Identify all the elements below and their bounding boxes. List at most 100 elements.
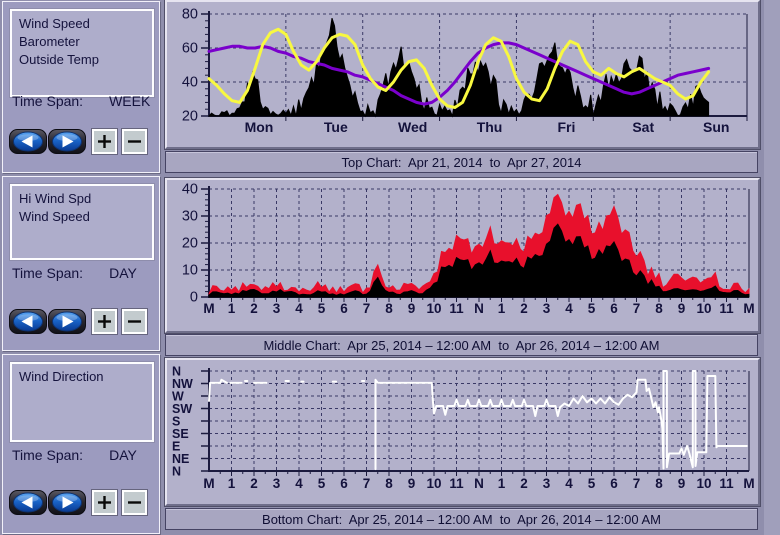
plot-series-list-top[interactable]: Wind Speed Barometer Outside Temp bbox=[10, 9, 154, 97]
svg-text:20: 20 bbox=[182, 236, 198, 252]
svg-text:M: M bbox=[203, 301, 214, 316]
svg-text:0: 0 bbox=[190, 290, 198, 306]
svg-text:9: 9 bbox=[678, 476, 686, 491]
plot-series-list-bottom[interactable]: Wind Direction bbox=[10, 362, 154, 442]
svg-text:Sun: Sun bbox=[703, 119, 729, 135]
svg-text:Mon: Mon bbox=[245, 119, 274, 135]
svg-text:M: M bbox=[203, 476, 214, 491]
forward-button[interactable] bbox=[48, 309, 86, 334]
svg-text:9: 9 bbox=[408, 476, 416, 491]
series-list-item[interactable]: Barometer bbox=[19, 34, 80, 49]
back-button[interactable] bbox=[9, 309, 47, 334]
time-span-row: Time Span: DAY bbox=[12, 447, 137, 463]
sidebar-section-middle: Hi Wind Spd Wind Speed Time Span: DAY bbox=[2, 176, 160, 351]
zoom-out-button[interactable] bbox=[121, 308, 148, 335]
bottom-chart-caption-text: Bottom Chart: Apr 25, 2014 – 12:00 AM to… bbox=[262, 511, 661, 527]
svg-text:8: 8 bbox=[655, 476, 663, 491]
svg-text:3: 3 bbox=[543, 476, 551, 491]
svg-text:NW: NW bbox=[172, 377, 193, 391]
plus-icon bbox=[98, 496, 111, 509]
svg-text:10: 10 bbox=[426, 476, 441, 491]
nav-button-row bbox=[9, 128, 148, 155]
svg-text:Sat: Sat bbox=[632, 119, 654, 135]
top-chart-plot[interactable]: 20 40 60 80 Mon Tue Wed Thu Fri Sat Sun bbox=[167, 2, 754, 143]
svg-text:6: 6 bbox=[340, 476, 348, 491]
svg-text:8: 8 bbox=[385, 301, 393, 316]
svg-text:NE: NE bbox=[172, 452, 189, 466]
svg-text:9: 9 bbox=[678, 301, 686, 316]
svg-text:4: 4 bbox=[295, 301, 303, 316]
zoom-in-button[interactable] bbox=[91, 489, 118, 516]
svg-text:3: 3 bbox=[273, 301, 281, 316]
forward-button[interactable] bbox=[48, 129, 86, 154]
minus-icon bbox=[128, 320, 141, 323]
time-span-label: Time Span: bbox=[12, 265, 84, 281]
series-list-item[interactable]: Outside Temp bbox=[19, 52, 99, 67]
zoom-out-button[interactable] bbox=[121, 489, 148, 516]
svg-text:1: 1 bbox=[498, 301, 506, 316]
svg-text:7: 7 bbox=[633, 476, 641, 491]
time-span-label: Time Span: bbox=[12, 447, 84, 463]
back-arrow-icon bbox=[9, 129, 47, 154]
zoom-out-button[interactable] bbox=[121, 128, 148, 155]
svg-text:E: E bbox=[172, 440, 180, 454]
svg-text:8: 8 bbox=[655, 301, 663, 316]
svg-text:4: 4 bbox=[295, 476, 303, 491]
svg-text:10: 10 bbox=[696, 301, 711, 316]
time-span-label: Time Span: bbox=[12, 93, 84, 109]
back-button[interactable] bbox=[9, 129, 47, 154]
svg-text:80: 80 bbox=[182, 7, 198, 23]
svg-text:Wed: Wed bbox=[398, 119, 427, 135]
bottom-chart-caption: Bottom Chart: Apr 25, 2014 – 12:00 AM to… bbox=[165, 508, 758, 530]
forward-button[interactable] bbox=[48, 490, 86, 515]
svg-text:5: 5 bbox=[318, 476, 326, 491]
zoom-in-button[interactable] bbox=[91, 308, 118, 335]
top-chart-caption-text: Top Chart: Apr 21, 2014 to Apr 27, 2014 bbox=[341, 154, 582, 170]
svg-text:8: 8 bbox=[385, 476, 393, 491]
forward-arrow-icon bbox=[48, 129, 86, 154]
svg-text:7: 7 bbox=[633, 301, 641, 316]
svg-text:N: N bbox=[172, 465, 181, 479]
svg-text:1: 1 bbox=[228, 301, 236, 316]
time-span-value: DAY bbox=[109, 447, 137, 463]
bottom-chart-panel: N NW W SW S SE E NE N M 1 2 3 4 5 6 7 8 9 10 11 N 1 2 3 4 5 6 7 8 9 10 1… bbox=[164, 357, 761, 507]
middle-chart-caption-text: Middle Chart: Apr 25, 2014 – 12:00 AM to… bbox=[263, 337, 660, 353]
svg-text:60: 60 bbox=[182, 41, 198, 57]
svg-text:1: 1 bbox=[228, 476, 236, 491]
svg-text:Thu: Thu bbox=[477, 119, 503, 135]
svg-text:2: 2 bbox=[250, 301, 258, 316]
svg-text:40: 40 bbox=[182, 182, 198, 198]
svg-text:6: 6 bbox=[340, 301, 348, 316]
back-button[interactable] bbox=[9, 490, 47, 515]
svg-text:11: 11 bbox=[719, 476, 734, 491]
series-list-item[interactable]: Hi Wind Spd bbox=[19, 191, 92, 206]
top-chart-panel: 20 40 60 80 Mon Tue Wed Thu Fri Sat Sun bbox=[164, 0, 761, 150]
svg-text:10: 10 bbox=[182, 263, 198, 279]
time-span-value: DAY bbox=[109, 265, 137, 281]
svg-text:S: S bbox=[172, 415, 180, 429]
svg-text:W: W bbox=[172, 390, 184, 404]
nav-button-row bbox=[9, 308, 148, 335]
svg-text:5: 5 bbox=[588, 476, 596, 491]
svg-text:3: 3 bbox=[543, 301, 551, 316]
plot-series-list-middle[interactable]: Hi Wind Spd Wind Speed bbox=[10, 184, 154, 260]
svg-text:7: 7 bbox=[363, 301, 371, 316]
svg-text:10: 10 bbox=[696, 476, 711, 491]
svg-text:11: 11 bbox=[719, 301, 734, 316]
back-arrow-icon bbox=[9, 490, 47, 515]
sidebar-section-top: Wind Speed Barometer Outside Temp Time Spa… bbox=[2, 1, 160, 173]
back-arrow-icon bbox=[9, 309, 47, 334]
svg-text:M: M bbox=[743, 301, 754, 316]
svg-text:1: 1 bbox=[498, 476, 506, 491]
svg-text:2: 2 bbox=[520, 301, 528, 316]
series-list-item[interactable]: Wind Speed bbox=[19, 16, 90, 31]
zoom-in-button[interactable] bbox=[91, 128, 118, 155]
series-list-item[interactable]: Wind Speed bbox=[19, 209, 90, 224]
svg-text:Fri: Fri bbox=[557, 119, 575, 135]
series-list-item[interactable]: Wind Direction bbox=[19, 369, 104, 384]
svg-text:5: 5 bbox=[588, 301, 596, 316]
middle-chart-caption: Middle Chart: Apr 25, 2014 – 12:00 AM to… bbox=[165, 334, 758, 356]
